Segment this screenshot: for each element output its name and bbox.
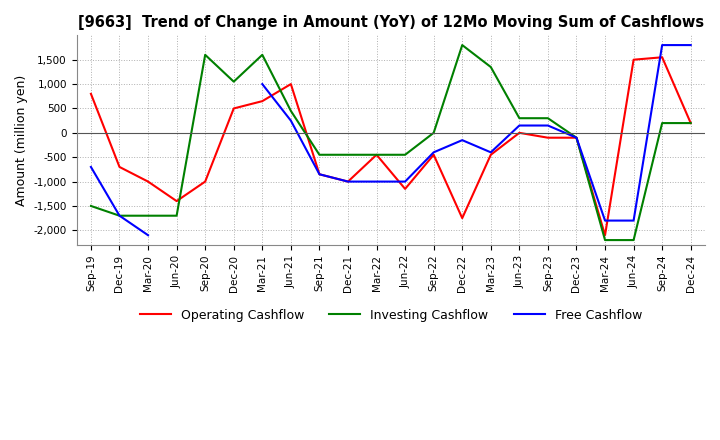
Free Cashflow bbox=[658, 42, 667, 48]
Operating Cashflow bbox=[458, 216, 467, 221]
Investing Cashflow bbox=[429, 130, 438, 136]
Operating Cashflow bbox=[572, 135, 581, 140]
Investing Cashflow bbox=[515, 116, 523, 121]
Operating Cashflow bbox=[230, 106, 238, 111]
Operating Cashflow bbox=[686, 121, 695, 126]
Investing Cashflow bbox=[86, 203, 95, 209]
Title: [9663]  Trend of Change in Amount (YoY) of 12Mo Moving Sum of Cashflows: [9663] Trend of Change in Amount (YoY) o… bbox=[78, 15, 704, 30]
Investing Cashflow bbox=[629, 238, 638, 243]
Investing Cashflow bbox=[144, 213, 153, 218]
Free Cashflow bbox=[515, 123, 523, 128]
Free Cashflow bbox=[86, 164, 95, 169]
Investing Cashflow bbox=[343, 152, 352, 158]
Operating Cashflow bbox=[201, 179, 210, 184]
Operating Cashflow bbox=[629, 57, 638, 62]
Free Cashflow bbox=[686, 42, 695, 48]
Free Cashflow bbox=[144, 233, 153, 238]
Free Cashflow bbox=[572, 135, 581, 140]
Investing Cashflow bbox=[115, 213, 124, 218]
Free Cashflow bbox=[258, 81, 266, 87]
Operating Cashflow bbox=[315, 172, 324, 177]
Investing Cashflow bbox=[458, 42, 467, 48]
Free Cashflow bbox=[600, 218, 609, 223]
Investing Cashflow bbox=[544, 116, 552, 121]
Free Cashflow bbox=[544, 123, 552, 128]
Free Cashflow bbox=[115, 213, 124, 218]
Operating Cashflow bbox=[258, 99, 266, 104]
Operating Cashflow bbox=[372, 152, 381, 158]
Investing Cashflow bbox=[572, 135, 581, 140]
Free Cashflow bbox=[458, 138, 467, 143]
Operating Cashflow bbox=[115, 164, 124, 169]
Free Cashflow bbox=[487, 150, 495, 155]
Investing Cashflow bbox=[201, 52, 210, 58]
Operating Cashflow bbox=[343, 179, 352, 184]
Operating Cashflow bbox=[515, 130, 523, 136]
Investing Cashflow bbox=[658, 121, 667, 126]
Free Cashflow bbox=[372, 179, 381, 184]
Operating Cashflow bbox=[401, 186, 410, 191]
Operating Cashflow bbox=[172, 198, 181, 204]
Investing Cashflow bbox=[401, 152, 410, 158]
Investing Cashflow bbox=[315, 152, 324, 158]
Line: Investing Cashflow: Investing Cashflow bbox=[91, 45, 690, 240]
Investing Cashflow bbox=[230, 79, 238, 84]
Free Cashflow bbox=[429, 150, 438, 155]
Investing Cashflow bbox=[287, 108, 295, 114]
Investing Cashflow bbox=[258, 52, 266, 58]
Operating Cashflow bbox=[544, 135, 552, 140]
Investing Cashflow bbox=[686, 121, 695, 126]
Operating Cashflow bbox=[487, 152, 495, 158]
Operating Cashflow bbox=[144, 179, 153, 184]
Y-axis label: Amount (million yen): Amount (million yen) bbox=[15, 74, 28, 206]
Line: Free Cashflow: Free Cashflow bbox=[91, 45, 690, 235]
Free Cashflow bbox=[629, 218, 638, 223]
Free Cashflow bbox=[343, 179, 352, 184]
Investing Cashflow bbox=[600, 238, 609, 243]
Investing Cashflow bbox=[487, 64, 495, 70]
Operating Cashflow bbox=[600, 233, 609, 238]
Legend: Operating Cashflow, Investing Cashflow, Free Cashflow: Operating Cashflow, Investing Cashflow, … bbox=[135, 304, 647, 327]
Operating Cashflow bbox=[658, 55, 667, 60]
Line: Operating Cashflow: Operating Cashflow bbox=[91, 57, 690, 235]
Investing Cashflow bbox=[172, 213, 181, 218]
Free Cashflow bbox=[315, 172, 324, 177]
Investing Cashflow bbox=[372, 152, 381, 158]
Operating Cashflow bbox=[86, 91, 95, 96]
Free Cashflow bbox=[287, 118, 295, 123]
Operating Cashflow bbox=[429, 152, 438, 158]
Free Cashflow bbox=[401, 179, 410, 184]
Operating Cashflow bbox=[287, 81, 295, 87]
